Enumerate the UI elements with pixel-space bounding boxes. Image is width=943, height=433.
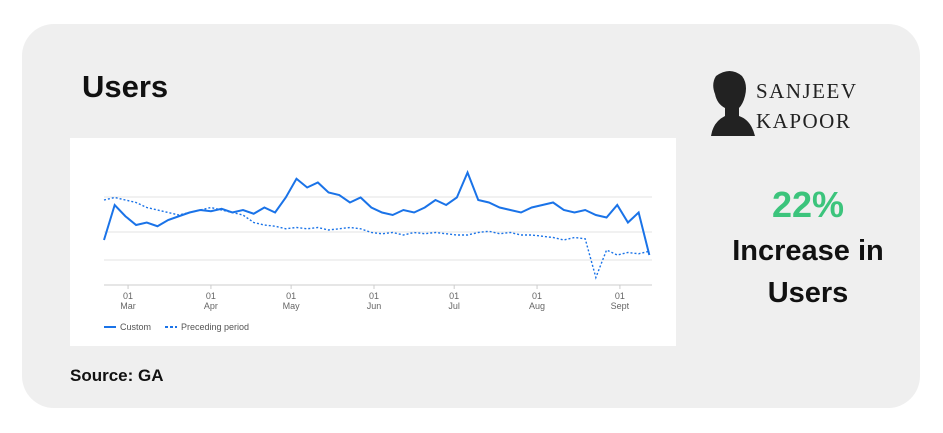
series-line <box>103 169 651 256</box>
grid <box>104 196 652 286</box>
x-tick-label: 01 Jun <box>366 291 382 311</box>
legend-label: Custom <box>120 322 151 332</box>
x-tick-label: 01 Sept <box>610 291 630 311</box>
logo-face <box>711 71 755 136</box>
chart-image <box>70 138 676 346</box>
brand-line: SANJEEV <box>756 79 858 103</box>
x-tick-label: 01 Jul <box>448 291 460 311</box>
title: Users <box>82 69 168 104</box>
stat-caption: Increase in Users <box>732 235 884 309</box>
stat-value: 22% <box>772 184 844 225</box>
series-line <box>103 196 650 280</box>
x-tick-label: 01 Aug <box>529 291 546 311</box>
legend-label: Preceding period <box>181 322 249 332</box>
x-tick-label: 01 Mar <box>120 291 136 311</box>
x-tick-label: 01 May <box>282 291 300 311</box>
x-tick-label: 01 Apr <box>203 291 218 311</box>
source: Source: GA <box>70 366 164 385</box>
brand-line: KAPOOR <box>756 109 851 133</box>
plot <box>103 169 651 289</box>
legend: Custom Preceding period <box>104 322 249 332</box>
